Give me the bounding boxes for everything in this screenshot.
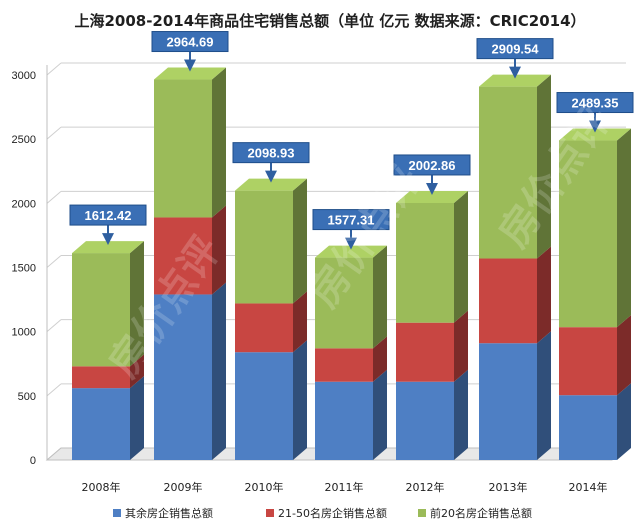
- bar-segment-side: [212, 205, 226, 295]
- bar-top-face: [235, 178, 307, 191]
- bar-segment-side: [454, 369, 468, 460]
- total-value-label: 1577.31: [328, 213, 375, 228]
- y-tick-label: 2500: [12, 134, 36, 146]
- legend-label: 其余房企销售总额: [125, 506, 213, 520]
- total-callout-box: [151, 31, 229, 53]
- gridline-diag: [46, 319, 62, 333]
- y-tick-label: 2000: [12, 198, 36, 210]
- total-value-label: 2002.86: [409, 158, 456, 173]
- bar-segment-side: [537, 74, 551, 259]
- bar-segment-side: [454, 310, 468, 382]
- bar-segment-side: [212, 282, 226, 460]
- bar-segment: [235, 190, 293, 304]
- y-axis-ticks: 0 500 1000 1500 2000 2500 3000: [12, 70, 36, 467]
- total-callout-box: [393, 154, 471, 176]
- bar-segment-side: [373, 245, 387, 349]
- bar-segment: [479, 343, 537, 460]
- total-value-label: 2489.35: [572, 96, 619, 111]
- y-tick-label: 0: [30, 455, 36, 467]
- x-axis-categories: 2008年 2009年 2010年 2011年 2012年 2013年 2014年: [82, 480, 608, 494]
- total-callouts: 1612.42 2964.69 2098.93 1577.31 2002.86 2909.…: [69, 31, 634, 250]
- bar-segment: [396, 322, 454, 382]
- y-tick-label: 500: [18, 391, 36, 403]
- bar-segment: [396, 381, 454, 460]
- bar-segment-side: [537, 331, 551, 460]
- x-category-label: 2009年: [164, 480, 203, 494]
- total-callout-box: [556, 92, 634, 114]
- legend-swatch: [266, 509, 274, 517]
- x-category-label: 2012年: [406, 480, 445, 494]
- bar-segment: [154, 294, 212, 460]
- bar-segment: [72, 388, 130, 460]
- bar-segment: [315, 257, 373, 349]
- bar-segment: [235, 303, 293, 353]
- bar-segment: [396, 202, 454, 323]
- x-category-label: 2010年: [245, 480, 284, 494]
- bar-segment-side: [617, 315, 631, 396]
- legend-swatch: [418, 509, 426, 517]
- total-value-label: 1612.42: [85, 208, 132, 223]
- total-value-label: 2964.69: [167, 35, 214, 50]
- bar-segment-side: [373, 336, 387, 382]
- bar-segment: [479, 258, 537, 344]
- bar-segment-side: [454, 190, 468, 323]
- total-callout-box: [312, 209, 390, 231]
- bar-segment-side: [537, 246, 551, 344]
- bars: [72, 67, 631, 460]
- bar-segment-side: [293, 178, 307, 304]
- bar-top-face: [396, 190, 468, 203]
- bar-segment-side: [373, 369, 387, 460]
- bar-segment: [479, 86, 537, 259]
- x-category-label: 2008年: [82, 480, 121, 494]
- y-tick-label: 3000: [12, 70, 36, 82]
- bar-segment: [559, 395, 617, 460]
- bar-segment: [154, 79, 212, 218]
- legend-label: 前20名房企销售总额: [430, 506, 532, 520]
- total-callout-box: [476, 38, 554, 60]
- legend: 其余房企销售总额 21-50名房企销售总额 前20名房企销售总额: [113, 506, 532, 520]
- chart-title: 上海2008-2014年商品住宅销售总额（单位 亿元 数据来源：CRIC2014…: [74, 12, 585, 30]
- bar-segment-side: [293, 340, 307, 460]
- bar-top-face: [72, 241, 144, 254]
- bar-segment: [315, 348, 373, 382]
- y-tick-label: 1000: [12, 327, 36, 339]
- gridline-diag: [46, 255, 62, 268]
- bar-segment-side: [617, 383, 631, 460]
- bar-segment: [235, 352, 293, 460]
- legend-swatch: [113, 509, 121, 517]
- total-value-label: 2909.54: [492, 42, 540, 57]
- bar-top-face: [559, 128, 631, 141]
- bar-segment-side: [130, 354, 144, 389]
- bar-segment-side: [130, 376, 144, 460]
- gridline-diag: [46, 190, 62, 204]
- x-category-label: 2011年: [325, 480, 364, 494]
- total-callout-box: [232, 142, 310, 164]
- bar-segment: [72, 366, 130, 389]
- gridline-diag: [46, 126, 62, 140]
- bar-segment: [154, 217, 212, 295]
- bar-top-face: [154, 67, 226, 80]
- x-category-label: 2013年: [489, 480, 528, 494]
- bar-segment: [72, 253, 130, 367]
- gridline-diag: [46, 383, 62, 397]
- bar-segment-side: [212, 67, 226, 218]
- bar-top-face: [315, 245, 387, 258]
- bar-segment-side: [293, 291, 307, 353]
- bar-segment-side: [130, 241, 144, 367]
- gridline-diag: [46, 62, 62, 76]
- legend-label: 21-50名房企销售总额: [278, 506, 387, 520]
- y-tick-label: 1500: [12, 263, 36, 275]
- total-callout-box: [69, 204, 147, 226]
- total-value-label: 2098.93: [248, 146, 295, 161]
- x-category-label: 2014年: [569, 480, 608, 494]
- bar-segment: [559, 140, 617, 328]
- bar-segment: [315, 381, 373, 460]
- bar-top-face: [479, 74, 551, 87]
- bar-segment: [559, 327, 617, 396]
- bar-segment-side: [617, 128, 631, 328]
